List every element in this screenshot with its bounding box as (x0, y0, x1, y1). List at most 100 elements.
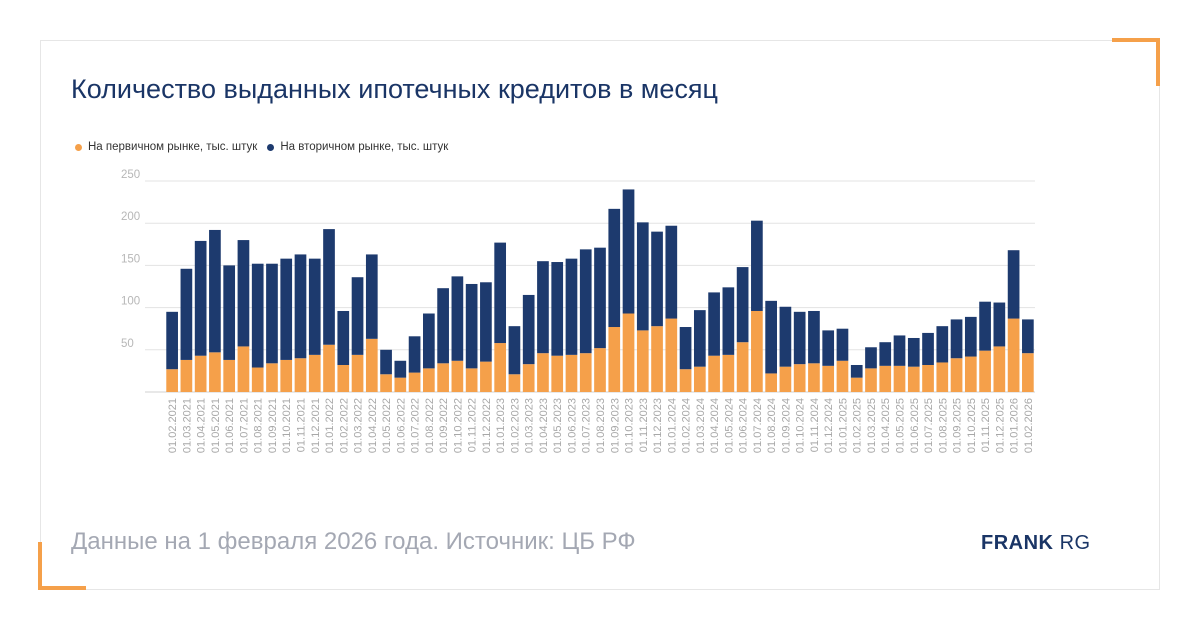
bar-primary-01.01.2022 (323, 344, 335, 392)
x-tick-label: 01.05.2023 (552, 398, 564, 453)
bar-primary-01.05.2022 (380, 374, 392, 392)
x-tick-label: 01.03.2021 (181, 398, 193, 453)
x-tick-label: 01.02.2021 (167, 398, 179, 453)
bar-primary-01.08.2025 (936, 362, 949, 392)
bar-primary-01.10.2021 (280, 359, 293, 392)
bar-secondary-01.02.2022 (337, 310, 350, 365)
bar-secondary-01.06.2022 (394, 360, 407, 378)
bar-secondary-01.10.2024 (793, 311, 806, 365)
bar-secondary-01.06.2021 (223, 265, 236, 360)
x-tick-label: 01.10.2021 (281, 398, 293, 453)
x-tick-label: 01.09.2023 (609, 398, 621, 453)
x-tick-label: 01.01.2024 (666, 398, 678, 453)
x-tick-label: 01.02.2022 (338, 398, 350, 453)
x-tick-label: 01.11.2022 (467, 398, 479, 452)
bar-primary-01.02.2021 (166, 369, 178, 392)
bar-secondary-01.03.2023 (522, 294, 535, 365)
chart-title: Количество выданных ипотечных кредитов в… (71, 74, 718, 104)
corner-accent-top-right (1112, 38, 1160, 86)
bar-secondary-01.07.2022 (408, 336, 421, 373)
x-tick-label: 01.04.2024 (709, 398, 721, 453)
bar-primary-01.03.2021 (180, 359, 193, 392)
bar-secondary-01.09.2021 (266, 263, 278, 364)
bar-secondary-01.12.2023 (651, 231, 663, 327)
x-tick-label: 01.08.2023 (595, 398, 607, 453)
bar-secondary-01.06.2024 (736, 267, 749, 343)
x-tick-label: 01.10.2022 (452, 398, 464, 453)
bar-primary-01.06.2025 (907, 366, 920, 392)
bar-secondary-01.08.2022 (423, 313, 435, 369)
x-tick-label: 01.12.2023 (652, 398, 664, 453)
bar-primary-01.02.2025 (850, 377, 863, 392)
bar-primary-01.02.2023 (508, 374, 521, 392)
x-tick-label: 01.01.2025 (837, 398, 849, 453)
bar-secondary-01.05.2021 (209, 229, 221, 353)
bar-secondary-01.02.2023 (508, 326, 521, 375)
bar-primary-01.07.2023 (579, 353, 592, 392)
x-tick-label: 01.12.2022 (481, 398, 493, 453)
bar-primary-01.09.2021 (266, 363, 278, 392)
bar-primary-01.04.2022 (365, 338, 378, 392)
bar-primary-01.03.2022 (351, 354, 364, 392)
bar-primary-01.06.2023 (565, 354, 578, 392)
x-tick-label: 01.01.2022 (324, 398, 336, 453)
x-tick-label: 01.09.2025 (952, 398, 964, 453)
x-tick-label: 01.04.2021 (196, 398, 208, 453)
x-tick-label: 01.03.2022 (353, 398, 365, 453)
bar-secondary-01.11.2021 (294, 254, 307, 359)
bar-primary-01.04.2021 (194, 355, 207, 392)
bar-primary-01.06.2024 (736, 342, 749, 392)
bar-primary-01.03.2023 (522, 364, 535, 392)
bar-secondary-01.01.2025 (836, 328, 849, 361)
bar-secondary-01.09.2024 (779, 306, 792, 367)
bar-secondary-01.10.2022 (451, 276, 464, 361)
x-tick-label: 01.02.2024 (681, 398, 693, 453)
corner-accent-bottom-left (38, 542, 86, 590)
bar-secondary-01.04.2022 (365, 254, 378, 339)
bar-secondary-01.05.2023 (551, 262, 564, 356)
x-tick-label: 01.07.2021 (238, 398, 250, 453)
bar-primary-01.04.2025 (879, 365, 892, 392)
chart-legend: На первичном рынке, тыс. штук На вторичн… (75, 141, 458, 153)
x-tick-label: 01.10.2024 (795, 398, 807, 453)
bar-secondary-01.12.2025 (993, 302, 1006, 347)
bar-secondary-01.01.2024 (665, 225, 678, 319)
bar-secondary-01.08.2024 (765, 300, 777, 374)
x-tick-label: 01.06.2021 (224, 398, 236, 453)
bar-primary-01.05.2023 (551, 355, 564, 392)
source-note: Данные на 1 февраля 2026 года. Источник:… (71, 528, 636, 555)
bar-secondary-01.11.2023 (636, 222, 649, 331)
bar-secondary-01.12.2021 (308, 258, 321, 355)
bar-secondary-01.12.2024 (822, 330, 835, 366)
bar-secondary-01.04.2021 (194, 240, 207, 356)
legend-item-secondary: На вторичном рынке, тыс. штук (267, 141, 448, 153)
x-tick-label: 01.02.2026 (1023, 398, 1035, 453)
bar-primary-01.11.2022 (465, 368, 478, 392)
bar-primary-01.09.2022 (437, 363, 449, 392)
x-tick-label: 01.11.2024 (809, 398, 821, 452)
bar-primary-01.10.2022 (451, 360, 464, 392)
bar-primary-01.12.2025 (993, 346, 1006, 392)
bar-secondary-01.07.2021 (237, 240, 250, 347)
bar-secondary-01.08.2021 (251, 263, 264, 368)
bar-primary-01.01.2025 (836, 360, 849, 392)
bar-primary-01.12.2022 (480, 361, 492, 392)
bar-primary-01.03.2024 (693, 366, 706, 392)
legend-dot-secondary (267, 143, 275, 151)
bar-primary-01.09.2023 (608, 327, 621, 392)
x-tick-label: 01.06.2022 (395, 398, 407, 453)
bar-secondary-01.05.2022 (380, 349, 392, 375)
x-tick-label: 01.11.2025 (980, 398, 992, 452)
bar-primary-01.04.2023 (537, 353, 549, 392)
bar-secondary-01.09.2022 (437, 288, 449, 364)
bar-primary-01.08.2022 (423, 368, 435, 392)
bar-secondary-01.02.2021 (166, 311, 178, 370)
bar-primary-01.02.2024 (679, 369, 692, 392)
x-tick-label: 01.10.2025 (966, 398, 978, 453)
bar-secondary-01.07.2025 (922, 332, 934, 365)
y-tick-label: 100 (121, 296, 140, 308)
bar-secondary-01.06.2025 (907, 337, 920, 367)
bar-secondary-01.01.2023 (494, 242, 507, 344)
x-tick-label: 01.07.2024 (752, 398, 764, 453)
